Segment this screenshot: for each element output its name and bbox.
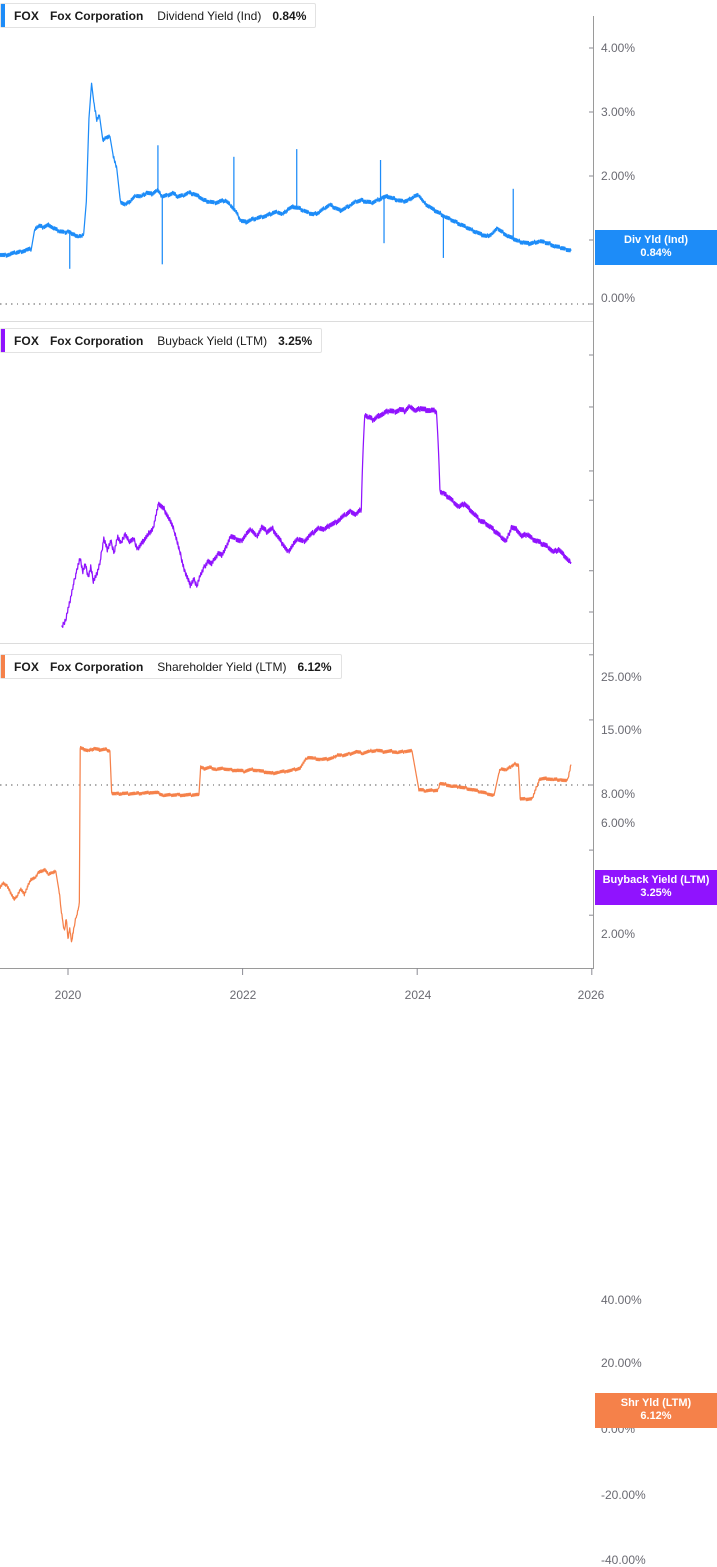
legend-company-name: Fox Corporation	[49, 333, 144, 348]
panel-shareholder-yield: FOX Fox Corporation Shareholder Yield (L…	[0, 644, 717, 1566]
panel-dividend-yield: FOX Fox Corporation Dividend Yield (Ind)…	[0, 0, 717, 322]
legend-color-swatch-dividend	[1, 4, 5, 27]
legend-metric-value: 6.12%	[297, 659, 332, 674]
buyback-yield-chart-svg	[61, 354, 593, 628]
current-value-badge-dividend[interactable]: Div Yld (Ind) 0.84%	[595, 230, 717, 265]
y-tick-dividend-2: 2.00%	[601, 169, 636, 183]
legend-chip-buyback-yield[interactable]: FOX Fox Corporation Buyback Yield (LTM) …	[0, 328, 323, 353]
legend-chip-shareholder-yield[interactable]: FOX Fox Corporation Shareholder Yield (L…	[0, 654, 342, 679]
legend-metric-name: Shareholder Yield (LTM)	[157, 659, 287, 674]
y-tick-buyback-8: 8.00%	[601, 787, 636, 801]
y-tick-shareholder-neg20: -20.00%	[601, 1488, 646, 1502]
badge-metric-label: Shr Yld (LTM)	[620, 1397, 692, 1409]
y-tick-shareholder-neg40: -40.00%	[601, 1553, 646, 1567]
legend-company-name: Fox Corporation	[49, 659, 144, 674]
legend-color-swatch-shareholder	[1, 655, 5, 678]
legend-color-swatch-buyback	[1, 329, 5, 352]
y-tick-buyback-6: 6.00%	[601, 816, 636, 830]
x-axis-line	[0, 968, 594, 969]
y-tick-buyback-2: 2.00%	[601, 927, 636, 941]
y-tick-shareholder-20: 20.00%	[601, 1356, 642, 1370]
current-value-badge-shareholder[interactable]: Shr Yld (LTM) 6.12%	[595, 1393, 717, 1428]
shareholder-yield-chart-svg	[0, 654, 593, 943]
y-tick-dividend-4: 4.00%	[601, 41, 636, 55]
panel-buyback-yield: FOX Fox Corporation Buyback Yield (LTM) …	[0, 322, 717, 940]
legend-metric-name: Dividend Yield (Ind)	[157, 8, 262, 23]
badge-metric-label: Buyback Yield (LTM)	[602, 874, 710, 886]
y-tick-shareholder-40: 40.00%	[601, 1293, 642, 1307]
plot-area-shareholder-yield	[0, 644, 593, 969]
badge-metric-value: 6.12%	[640, 1410, 672, 1422]
legend-metric-value: 0.84%	[272, 8, 307, 23]
badge-metric-value: 3.25%	[640, 887, 672, 899]
plot-area-buyback-yield	[0, 322, 593, 644]
legend-ticker: FOX	[14, 8, 39, 23]
legend-metric-value: 3.25%	[278, 333, 313, 348]
legend-chip-dividend-yield[interactable]: FOX Fox Corporation Dividend Yield (Ind)…	[0, 3, 317, 28]
legend-metric-name: Buyback Yield (LTM)	[157, 333, 268, 348]
dividend-yield-chart-svg	[0, 47, 593, 305]
x-tick-2026: 2026	[577, 988, 605, 1002]
x-tick-2022: 2022	[229, 988, 257, 1002]
badge-metric-label: Div Yld (Ind)	[624, 234, 688, 246]
y-axis-line	[593, 16, 594, 969]
badge-metric-value: 0.84%	[640, 247, 672, 259]
x-tick-2020: 2020	[54, 988, 82, 1002]
y-tick-buyback-15: 15.00%	[601, 723, 642, 737]
legend-ticker: FOX	[14, 333, 39, 348]
current-value-badge-buyback[interactable]: Buyback Yield (LTM) 3.25%	[595, 870, 717, 905]
legend-ticker: FOX	[14, 659, 39, 674]
legend-company-name: Fox Corporation	[49, 8, 144, 23]
x-tick-2024: 2024	[404, 988, 432, 1002]
panel-divider-1	[0, 321, 593, 322]
y-tick-dividend-3: 3.00%	[601, 105, 636, 119]
x-axis-ticks	[67, 968, 593, 975]
panel-divider-2	[0, 643, 593, 644]
y-tick-dividend-0: 0.00%	[601, 291, 636, 305]
plot-area-dividend-yield	[0, 0, 593, 322]
y-tick-buyback-25: 25.00%	[601, 670, 642, 684]
